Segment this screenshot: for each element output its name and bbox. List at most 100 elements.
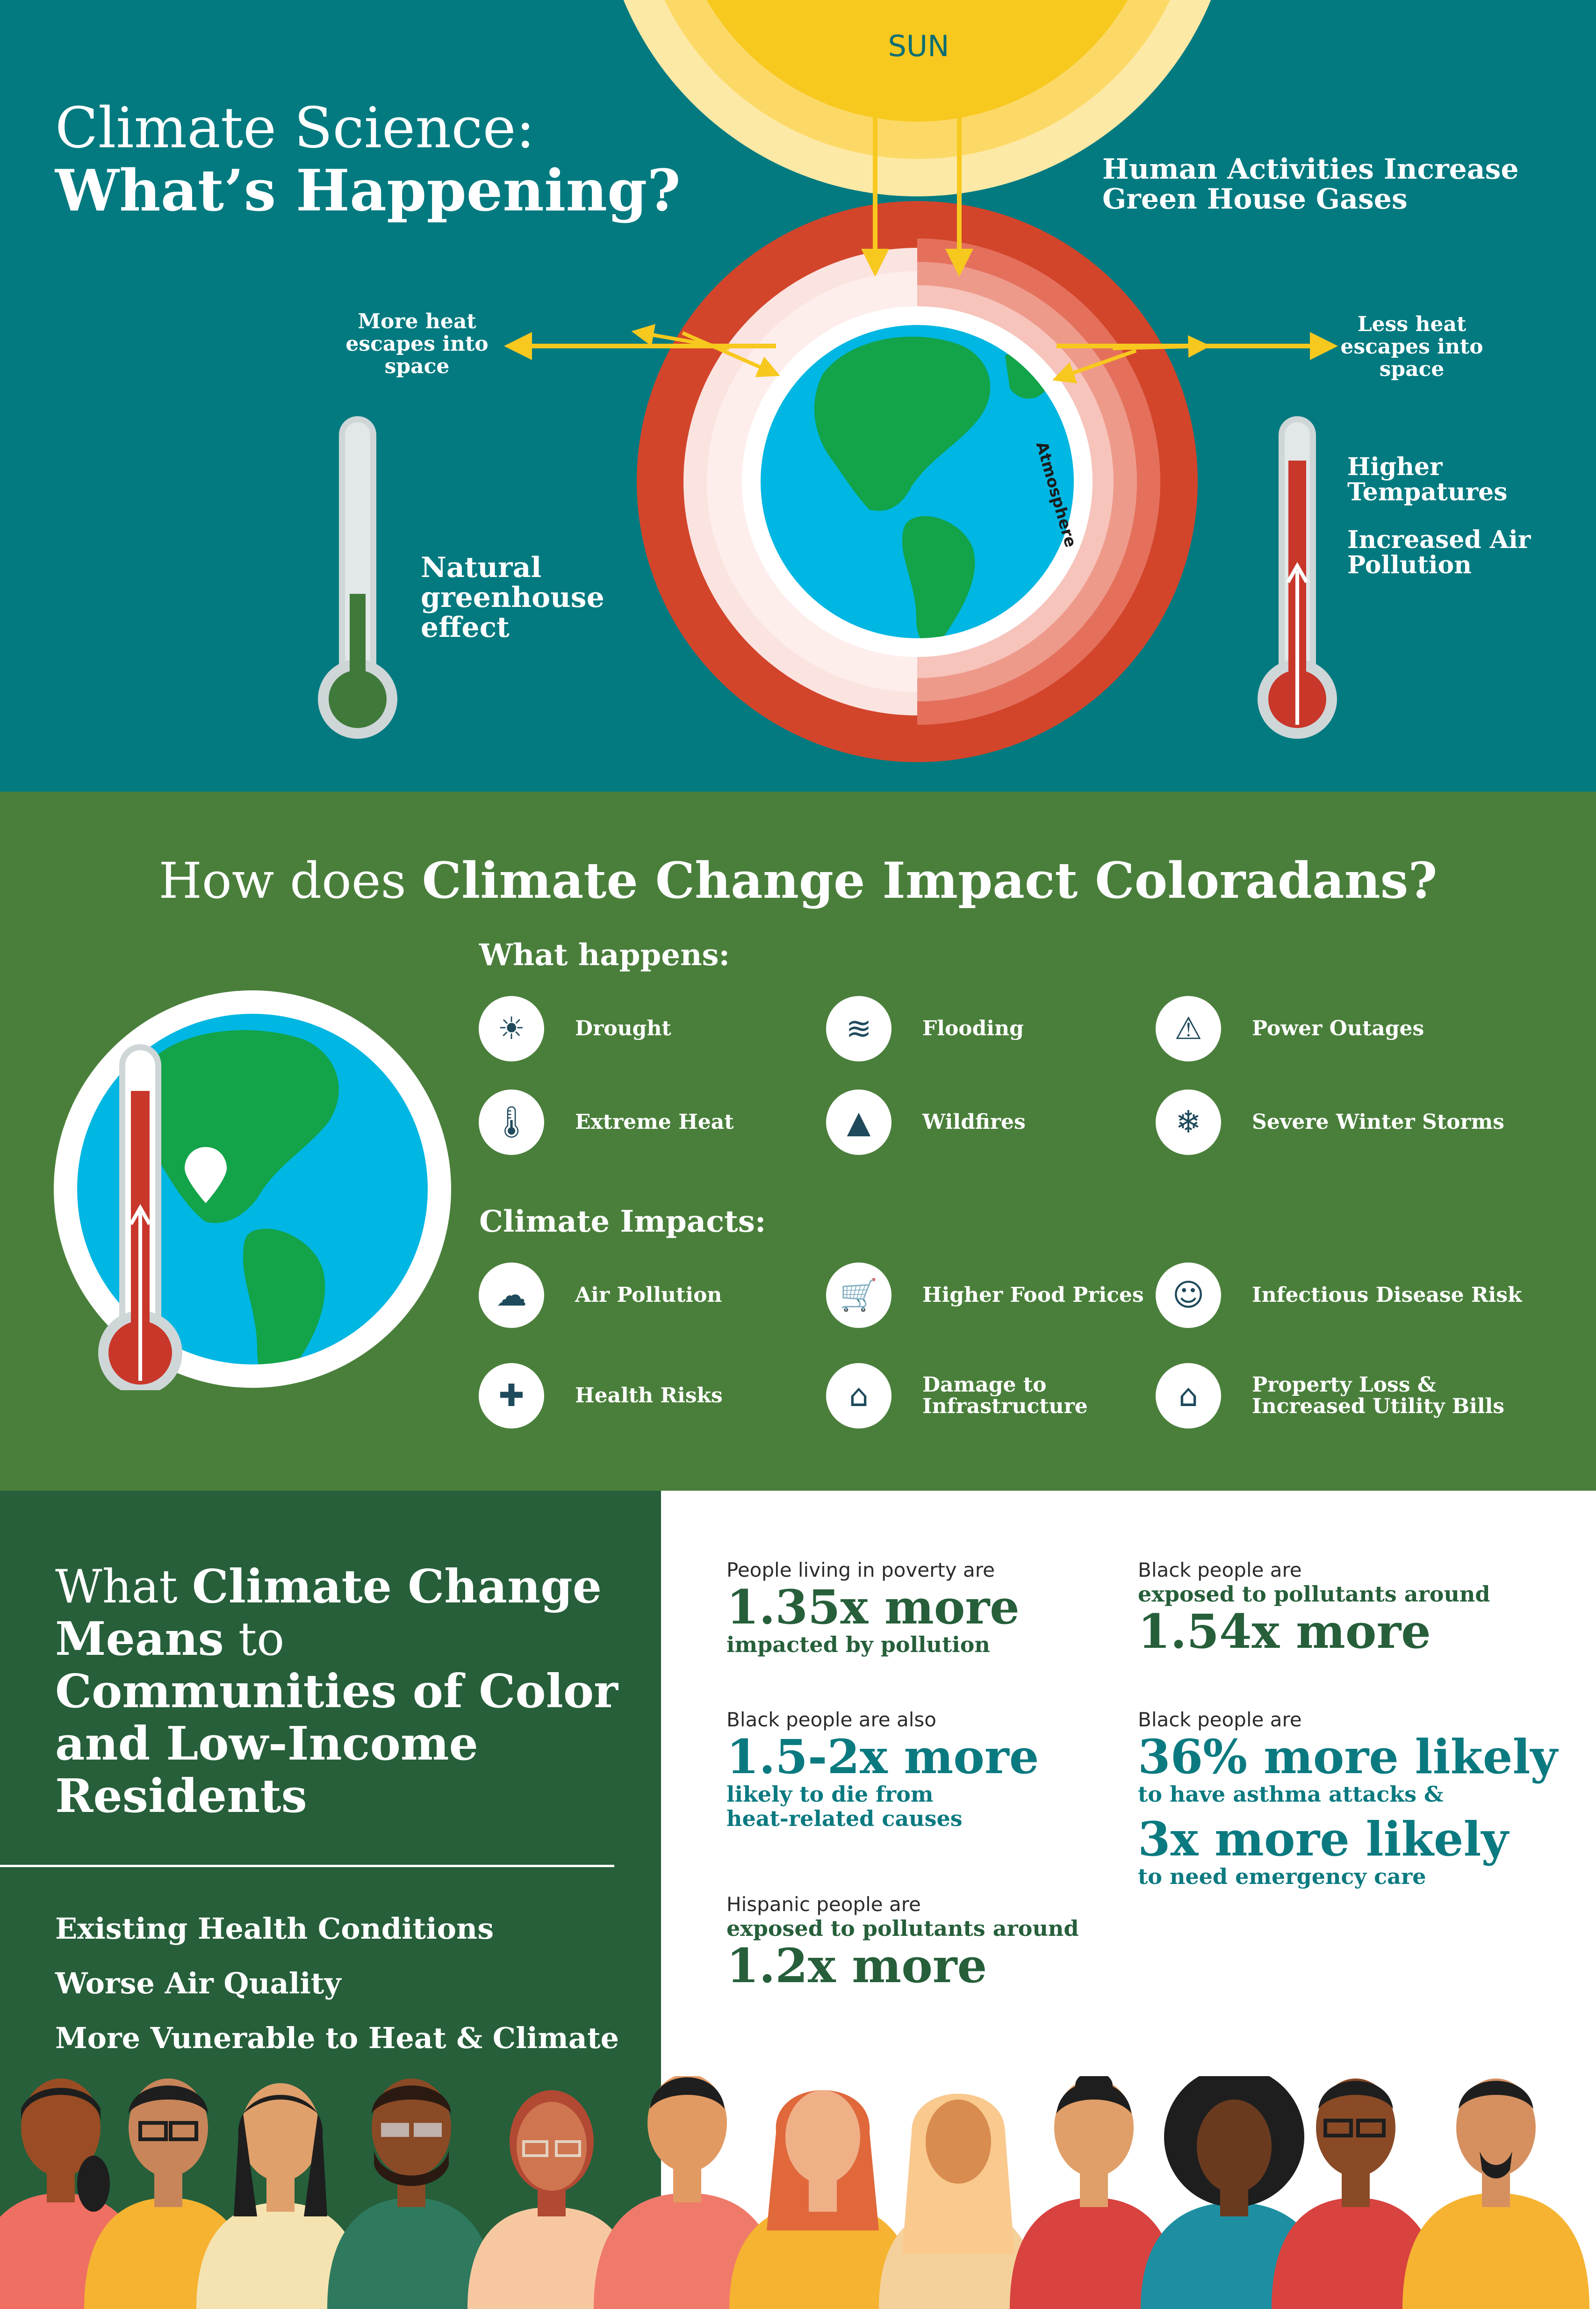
face-mask-icon: ☺ [1156,1263,1221,1328]
stat-pre: Black people are also [726,1708,936,1731]
stat-black-asthma: Black people are 36% more likely to have… [1138,1708,1559,1889]
stat-post: likely to die from [726,1782,934,1807]
people-illustration [0,2076,1589,2309]
human-activities-label: Human Activities Increase Green House Ga… [1102,153,1519,216]
stat-pre: Hispanic people are [726,1893,921,1916]
item-label: Infectious Disease Risk [1252,1283,1522,1307]
item-label: Power Outages [1252,1017,1424,1040]
page-title-bold: What’s Happening? [55,157,681,224]
impact-item-infectious-disease: ☺ Infectious Disease Risk [1156,1263,1532,1328]
stat-pre: Black people are [1138,1559,1302,1581]
sun-icon [623,0,1211,196]
natural-effect-label: Natural greenhouse effect [421,551,604,644]
section-title: How does Climate Change Impact Coloradan… [0,851,1596,909]
colorado-impact-section: How does Climate Change Impact Coloradan… [0,792,1596,1491]
greenhouse-diagram [318,0,1338,762]
what-happens-item-flooding: ≋ Flooding [826,996,1203,1061]
person-icon [729,2090,916,2309]
section-title-bold: Climate Change Impact Coloradans? [422,851,1438,909]
stat-hispanic: Hispanic people are exposed to pollutant… [726,1893,1147,1991]
what-happens-item-power-outages: ⚠ Power Outages [1156,996,1532,1061]
item-label: Property Loss & Increased Utility Bills [1252,1373,1505,1418]
food-prices-icon: 🛒 [826,1263,891,1328]
climate-impacts-heading: Climate Impacts: [479,1204,766,1239]
item-label: Drought [575,1017,671,1040]
person-icon [1010,2076,1178,2309]
what-happens-item-winter-storms: ❄ Severe Winter Storms [1156,1090,1532,1155]
person-icon [467,2090,636,2309]
person-icon [879,2093,1038,2309]
what-happens-item-extreme-heat: 🌡 Extreme Heat [479,1090,856,1155]
divider [0,1865,614,1867]
wildfire-icon: ▲ [826,1090,891,1155]
impact-item-air-pollution: ☁ Air Pollution [479,1263,856,1328]
title-part: Communities of Color and Low-Income Resi… [55,1665,618,1823]
item-label: Severe Winter Storms [1252,1110,1504,1134]
stat-black-pollutants: Black people are exposed to pollutants a… [1138,1559,1559,1657]
thermometer-green-icon [318,416,397,739]
bullet-health-conditions: Existing Health Conditions [55,1912,494,1946]
snowflake-icon: ❄ [1156,1090,1221,1155]
stat-big: 1.2x more [726,1938,987,1993]
flooding-icon: ≋ [826,996,891,1061]
item-label: Wildfires [922,1110,1026,1134]
stat-post: to need emergency care [1138,1864,1426,1889]
impact-item-property-loss: ⌂ Property Loss & Increased Utility Bill… [1156,1363,1532,1429]
house-loss-icon: ⌂ [1156,1363,1221,1429]
item-label: Flooding [922,1017,1024,1040]
communities-section: What Climate Change Means to Communities… [0,1491,661,2309]
thermometer-red-icon [98,1044,182,1390]
communities-title: What Climate Change Means to Communities… [55,1561,640,1823]
item-label: Air Pollution [575,1283,722,1307]
extreme-heat-icon: 🌡 [479,1090,544,1155]
statistics-panel: People living in poverty are 1.35x more … [661,1491,1596,2309]
thermometer-red-icon [1258,416,1337,739]
impact-item-health-risks: ✚ Health Risks [479,1363,856,1429]
stat-post: heat-related causes [726,1806,963,1831]
what-happens-heading: What happens: [479,938,730,973]
what-happens-item-wildfires: ▲ Wildfires [826,1090,1203,1155]
what-happens-item-drought: ☀ Drought [479,996,856,1061]
sun-label: SUN [888,29,949,63]
co2-cloud-icon: ☁ [479,1263,544,1328]
stat-pre: People living in poverty are [726,1559,995,1581]
stat-big: 1.35x more [726,1580,1020,1635]
air-pollution-label: Increased Air Pollution [1347,526,1531,579]
title-part: to [223,1613,285,1666]
section-title-light: How does [158,852,422,909]
first-aid-kit-icon: ✚ [479,1363,544,1429]
item-label: Higher Food Prices [922,1283,1144,1307]
title-part: Climate Change Means [55,1560,602,1666]
person-icon [327,2078,496,2309]
stat-mid: exposed to pollutants around [726,1916,1079,1941]
stat-big: 36% more likely [1138,1729,1558,1784]
less-heat-label: Less heat escapes into space [1340,312,1483,381]
item-label: Damage to Infrastructure [922,1373,1088,1418]
item-label: Health Risks [575,1384,723,1407]
earth-icon [761,325,1074,638]
stat-mid: exposed to pollutants around [1138,1581,1490,1607]
item-label: Extreme Heat [575,1110,734,1134]
impact-item-infrastructure: ⌂ Damage to Infrastructure [826,1363,1203,1429]
person-icon [1272,2078,1440,2309]
bullet-air-quality: Worse Air Quality [55,1966,341,2000]
stat-big: 1.5-2x more [726,1729,1039,1784]
stat-big: 3x more likely [1138,1811,1509,1867]
stat-pre: Black people are [1138,1708,1302,1731]
impact-item-food-prices: 🛒 Higher Food Prices [826,1263,1203,1328]
stat-post: to have asthma attacks & [1138,1782,1444,1807]
stat-poverty: People living in poverty are 1.35x more … [726,1559,1147,1657]
bullet-heat-vulnerable: More Vunerable to Heat & Climate [55,2021,619,2055]
climate-science-section: SUN Climate Science: What’s Happening? H… [0,0,1596,792]
person-icon [196,2083,365,2309]
higher-temps-label: Higher Tempatures [1347,453,1508,506]
title-part: What [55,1560,192,1614]
stat-big: 1.54x more [1138,1604,1431,1659]
person-icon [84,2078,252,2309]
person-icon [1402,2078,1589,2309]
stat-black-heat: Black people are also 1.5-2x more likely… [726,1708,1147,1831]
more-heat-label: More heat escapes into space [345,310,489,378]
stat-post: impacted by pollution [726,1632,990,1657]
power-outage-icon: ⚠ [1156,996,1221,1061]
page-title-light: Climate Science: [55,96,535,161]
